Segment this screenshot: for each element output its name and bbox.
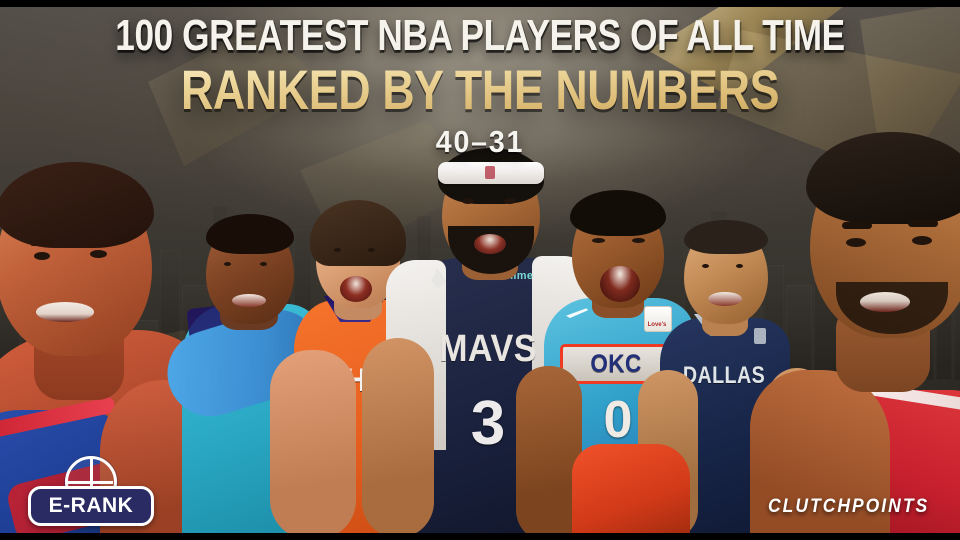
- player-eye: [260, 262, 267, 266]
- e-rank-logo[interactable]: E-RANK: [28, 456, 154, 526]
- jersey-number: 3: [470, 389, 506, 458]
- title-block: 100 GREATEST NBA PLAYERS OF ALL TIME RAN…: [0, 11, 960, 159]
- player-arm: [270, 350, 356, 540]
- player-figure: PHX: [270, 200, 454, 540]
- sponsor-patch-text: Love's: [647, 322, 667, 328]
- skyline-building: [954, 275, 960, 380]
- player-mouth: [36, 302, 94, 322]
- player-eye: [632, 238, 645, 243]
- sponsor-patch: [644, 306, 672, 332]
- player-mouth: [860, 292, 910, 312]
- player-eyebrow: [30, 240, 54, 246]
- jersey-team-text: DALLAS: [682, 362, 766, 389]
- player-hair: [0, 162, 154, 248]
- jersey-team-text: OKC: [590, 350, 642, 378]
- player-eye: [592, 238, 605, 243]
- player-mouth: [474, 234, 506, 254]
- player-eyebrow: [86, 238, 112, 244]
- red-knee-sleeve: [572, 444, 690, 540]
- player-mouth: [708, 292, 742, 306]
- player-eye: [702, 264, 709, 268]
- player-eye: [912, 236, 932, 245]
- letterbox-top: [0, 0, 960, 7]
- player-eye: [736, 264, 743, 268]
- e-rank-logo-pill: E-RANK: [28, 486, 154, 526]
- player-eye: [504, 198, 516, 204]
- player-hair: [806, 132, 960, 224]
- player-arm: [750, 370, 890, 540]
- skyline-building: [786, 285, 812, 380]
- jersey-team-text: MAVS: [438, 328, 538, 370]
- player-eye: [462, 198, 474, 204]
- letterbox-bottom: [0, 533, 960, 540]
- player-eye: [368, 248, 375, 252]
- player-hair: [206, 214, 294, 254]
- player-eye: [846, 238, 866, 247]
- player-hair: [310, 200, 406, 266]
- jersey-number: 0: [603, 391, 633, 449]
- e-rank-logo-text: E-RANK: [48, 494, 134, 517]
- nba-logo-icon: [754, 328, 766, 344]
- player-arm: [516, 366, 582, 540]
- player-mouth: [340, 276, 372, 302]
- player-figure: [744, 70, 960, 540]
- player-eye: [90, 250, 107, 258]
- player-eye: [334, 248, 341, 252]
- player-eye: [34, 252, 50, 260]
- nike-logo-icon: [566, 308, 588, 318]
- clutchpoints-watermark: CLUTCHPOINTS: [767, 496, 929, 517]
- player-mouth: [232, 294, 266, 307]
- rank-range-subtitle: 40–31: [435, 124, 525, 159]
- nba-logo-icon: [485, 166, 495, 179]
- player-eye: [224, 262, 231, 266]
- player-hair: [570, 190, 666, 236]
- title-line-2: RANKED BY THE NUMBERS: [96, 62, 864, 118]
- player-hair: [684, 220, 768, 254]
- player-mouth: [600, 266, 640, 302]
- player-arm: [362, 338, 434, 538]
- player-eyebrow: [908, 220, 938, 227]
- player-eyebrow: [842, 222, 872, 229]
- title-line-1: 100 GREATEST NBA PLAYERS OF ALL TIME: [115, 11, 845, 60]
